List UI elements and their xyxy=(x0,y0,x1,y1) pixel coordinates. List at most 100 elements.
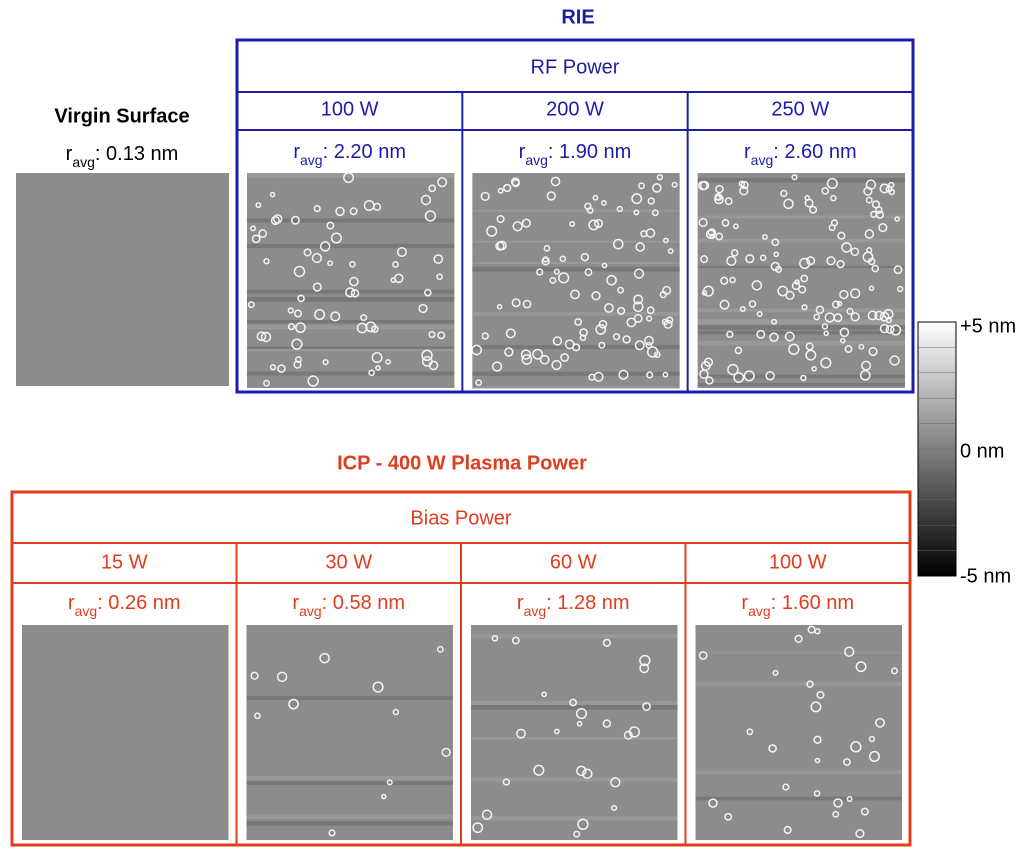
particle xyxy=(885,325,895,334)
colorbar-label: 0 nm xyxy=(960,440,1004,462)
particle xyxy=(256,331,267,342)
particle xyxy=(858,343,865,350)
particle xyxy=(746,728,754,736)
group-box xyxy=(235,38,915,394)
scan-streak xyxy=(472,386,680,389)
particle xyxy=(542,256,549,263)
r-symbol: r xyxy=(66,143,73,165)
particle xyxy=(748,300,757,308)
particle xyxy=(868,735,876,743)
particle xyxy=(777,285,789,297)
particle xyxy=(814,628,821,635)
afm-image xyxy=(695,625,902,840)
particle xyxy=(879,323,890,334)
particle xyxy=(258,229,268,239)
particle xyxy=(594,219,604,229)
scan-streak xyxy=(472,209,680,212)
particle xyxy=(588,219,600,231)
particle xyxy=(821,187,830,195)
particle xyxy=(662,371,669,378)
r-subscript: avg xyxy=(75,603,98,619)
particle xyxy=(250,225,257,232)
particle xyxy=(860,807,869,816)
particle xyxy=(633,294,644,305)
particle xyxy=(751,280,763,291)
particle xyxy=(533,764,545,776)
particle xyxy=(622,335,631,344)
particle xyxy=(428,184,437,193)
particle xyxy=(893,265,903,275)
particle xyxy=(549,276,557,284)
particle xyxy=(293,265,306,278)
particle xyxy=(826,177,838,190)
particle xyxy=(769,332,779,342)
particle xyxy=(349,207,358,216)
r-subscript: avg xyxy=(524,603,547,619)
particle xyxy=(739,186,749,196)
r-symbol: r xyxy=(293,141,300,163)
scan-streak xyxy=(247,346,455,349)
scan-streak xyxy=(472,345,680,350)
scan-streak xyxy=(695,681,902,686)
particle xyxy=(586,207,594,214)
particle xyxy=(428,330,436,339)
particle xyxy=(874,310,884,321)
particle xyxy=(646,306,655,315)
particle xyxy=(813,735,822,744)
particle xyxy=(875,717,885,728)
particle xyxy=(879,183,890,194)
particle xyxy=(553,268,560,275)
particle xyxy=(319,652,330,664)
particle xyxy=(481,332,489,340)
particle xyxy=(293,360,302,369)
particle xyxy=(864,229,875,239)
particle xyxy=(631,193,643,205)
particle xyxy=(576,720,583,727)
particle xyxy=(491,634,499,642)
scan-streak xyxy=(246,696,453,701)
particle xyxy=(813,790,821,797)
particle xyxy=(480,191,490,201)
particle xyxy=(783,825,792,835)
particle xyxy=(846,307,854,315)
particle xyxy=(616,205,623,213)
scan-streak xyxy=(246,814,453,819)
particle xyxy=(250,671,259,680)
r-subscript: avg xyxy=(300,152,323,168)
particle xyxy=(255,202,262,209)
particle xyxy=(761,234,768,240)
power-label: 60 W xyxy=(550,551,597,573)
particle xyxy=(868,750,881,762)
particle xyxy=(663,237,669,244)
particle xyxy=(569,698,578,707)
particle xyxy=(726,330,734,339)
particle xyxy=(646,315,653,322)
particle xyxy=(251,234,261,244)
roughness: ravg: 0.58 nm xyxy=(292,592,405,618)
particle xyxy=(560,353,570,362)
afm-image xyxy=(472,173,680,388)
particle xyxy=(420,194,432,206)
scan-streak xyxy=(471,816,678,821)
particle xyxy=(365,321,377,333)
r-value: : 2.20 nm xyxy=(323,141,406,163)
particle xyxy=(375,365,381,371)
r-subscript: avg xyxy=(299,603,322,619)
particle xyxy=(510,177,520,187)
particle xyxy=(826,256,836,266)
particle xyxy=(319,241,331,252)
particle xyxy=(663,319,673,329)
particle xyxy=(839,327,850,338)
particle xyxy=(855,828,865,839)
particle xyxy=(263,379,270,387)
particle xyxy=(502,778,511,786)
particle xyxy=(602,638,612,647)
scan-streak xyxy=(471,700,678,706)
particle xyxy=(816,690,825,699)
scan-streak xyxy=(247,243,455,249)
particle xyxy=(276,671,288,683)
particle xyxy=(617,286,625,294)
particle xyxy=(647,197,655,205)
particle xyxy=(651,209,659,217)
particle xyxy=(610,777,621,788)
